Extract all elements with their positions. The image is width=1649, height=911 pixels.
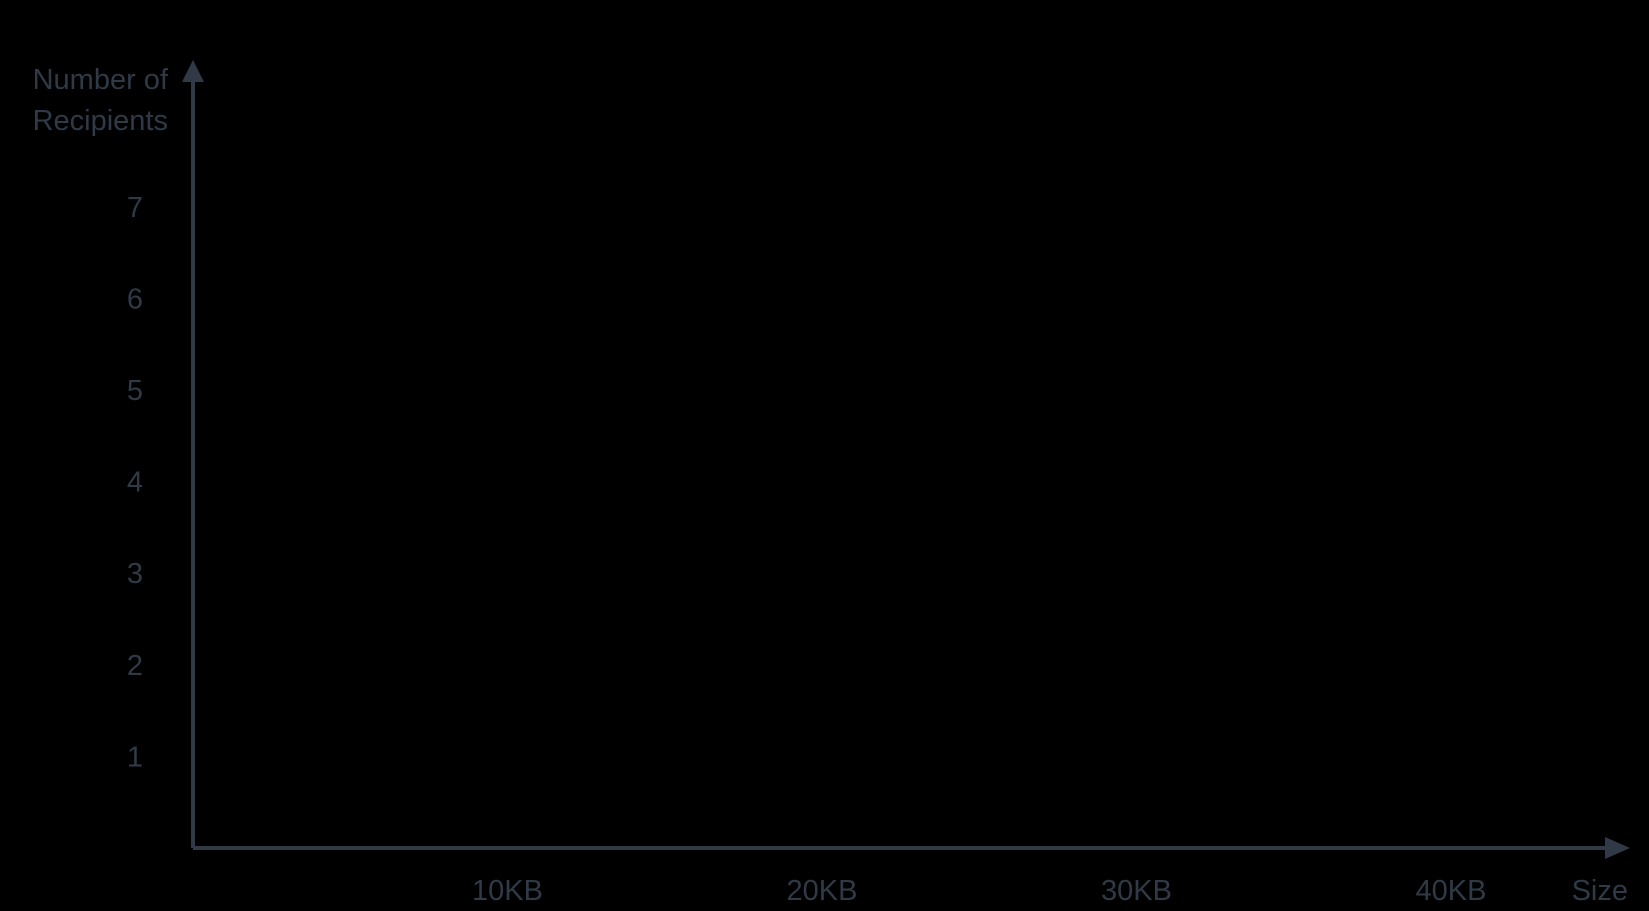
- x-tick-label: 10KB: [472, 875, 543, 907]
- y-tick-label: 6: [127, 283, 143, 315]
- y-tick-label: 1: [127, 741, 143, 773]
- y-tick-label: 4: [127, 467, 143, 499]
- y-tick-label: 7: [127, 192, 143, 224]
- x-tick-label: 20KB: [787, 875, 858, 907]
- y-tick-label: 2: [127, 650, 143, 682]
- y-tick-labels: 1 2 3 4 5 6 7: [127, 192, 143, 774]
- y-axis-label-line: Number of: [33, 64, 169, 96]
- x-tick-labels: 10KB 20KB 30KB 40KB: [472, 875, 1486, 907]
- x-axis-label: Size: [1572, 875, 1628, 907]
- x-axis-arrow: [1605, 837, 1630, 859]
- x-tick-label: 30KB: [1101, 875, 1172, 907]
- y-axis-arrow: [182, 60, 204, 82]
- y-axis-label: Number of Recipients: [33, 64, 169, 137]
- y-tick-label: 3: [127, 558, 143, 590]
- x-tick-label: 40KB: [1416, 875, 1487, 907]
- y-tick-label: 5: [127, 375, 143, 407]
- y-axis-label-line: Recipients: [33, 105, 168, 137]
- axes: [182, 60, 1630, 859]
